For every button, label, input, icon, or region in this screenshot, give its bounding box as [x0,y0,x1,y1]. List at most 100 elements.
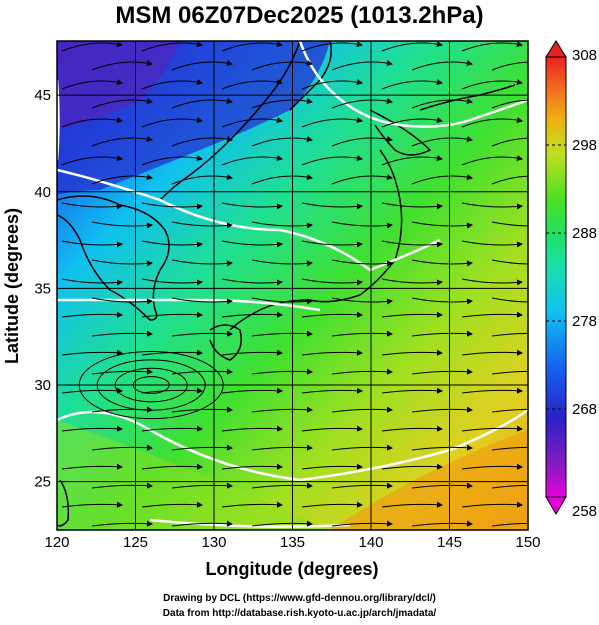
streamline [91,520,153,527]
streamline [61,425,123,432]
x-tick-label: 135 [280,534,305,551]
streamline [171,136,233,147]
streamline [141,425,203,432]
colorbar: 258 268 278 288 298 308 [545,40,597,520]
streamline [411,259,473,267]
streamline [411,520,473,527]
streamline [491,484,528,489]
colorbar-tick-label: 268 [572,401,597,418]
streamline [251,98,313,109]
streamline [61,202,123,210]
colorbar-min-triangle [545,496,567,515]
streamline [301,278,363,286]
streamline [141,240,203,248]
streamline [61,41,123,52]
streamline [251,259,313,267]
streamline [331,136,393,147]
streamline [411,174,473,185]
streamline [141,41,203,52]
streamline [301,349,363,356]
streamline [381,117,443,128]
streamline [411,330,473,337]
streamline [301,425,363,432]
streamline [331,444,393,451]
streamline [301,311,363,318]
streamline [251,482,313,489]
streamline [461,117,523,128]
map-title: MSM 06Z07Dec2025 (1013.2hPa) [115,2,484,29]
streamline [171,297,233,305]
y-tick-label: 45 [34,87,51,104]
streamline [301,501,363,508]
streamline [301,155,363,166]
streamline [461,349,523,356]
streamline [91,368,153,375]
streamline [61,311,123,318]
x-tick-label: 140 [358,534,383,551]
streamline [251,444,313,451]
streamline [61,349,123,356]
streamline [141,202,203,210]
streamline [411,60,473,71]
x-tick-label: 120 [44,534,69,551]
x-tick-label: 150 [515,534,540,551]
streamline [61,240,123,248]
streamline [91,136,153,147]
streamline [171,174,233,185]
streamline [91,297,153,305]
streamline [221,463,283,470]
y-tick-label: 25 [34,474,51,491]
streamline [381,41,443,52]
streamline [301,240,363,248]
streamline [251,60,313,71]
colorbar-tick-label: 258 [572,503,597,520]
streamline [461,240,523,248]
streamline [411,136,473,147]
streamline [221,240,283,248]
credit-data: Data from http://database.rish.kyoto-u.a… [162,608,437,619]
streamline [221,117,283,128]
streamline [331,330,393,337]
streamline [491,259,528,265]
streamline [171,520,233,527]
streamline [331,520,393,527]
streamline [331,406,393,413]
streamline [491,297,528,303]
streamline [411,444,473,451]
streamline [91,221,153,229]
streamline [221,387,283,394]
streamline [301,387,363,394]
streamline [171,330,233,337]
streamline [171,482,233,489]
streamline [491,175,528,185]
streamline [411,406,473,413]
streamline [461,425,523,432]
streamline [491,522,528,527]
colorbar-tick-label: 288 [572,225,597,242]
streamline [61,79,123,90]
streamline [141,117,203,128]
streamline [221,311,283,318]
streamline [411,98,473,109]
streamline [141,278,203,286]
streamline [221,501,283,508]
colorbar-scale [545,56,567,498]
streamline [411,221,473,229]
streamline [381,311,443,318]
y-axis: 25 30 35 40 45 [34,87,51,491]
streamline [251,136,313,147]
streamline [251,520,313,527]
streamline [251,406,313,413]
streamline [301,41,363,52]
temperature-field [57,41,528,530]
streamline [411,368,473,375]
streamline [461,501,523,508]
streamline [381,79,443,90]
wind-streamlines [61,41,528,527]
streamline [381,155,443,166]
x-tick-label: 125 [123,534,148,551]
streamline [301,117,363,128]
colorbar-tick-label: 278 [572,313,597,330]
streamline [381,463,443,470]
